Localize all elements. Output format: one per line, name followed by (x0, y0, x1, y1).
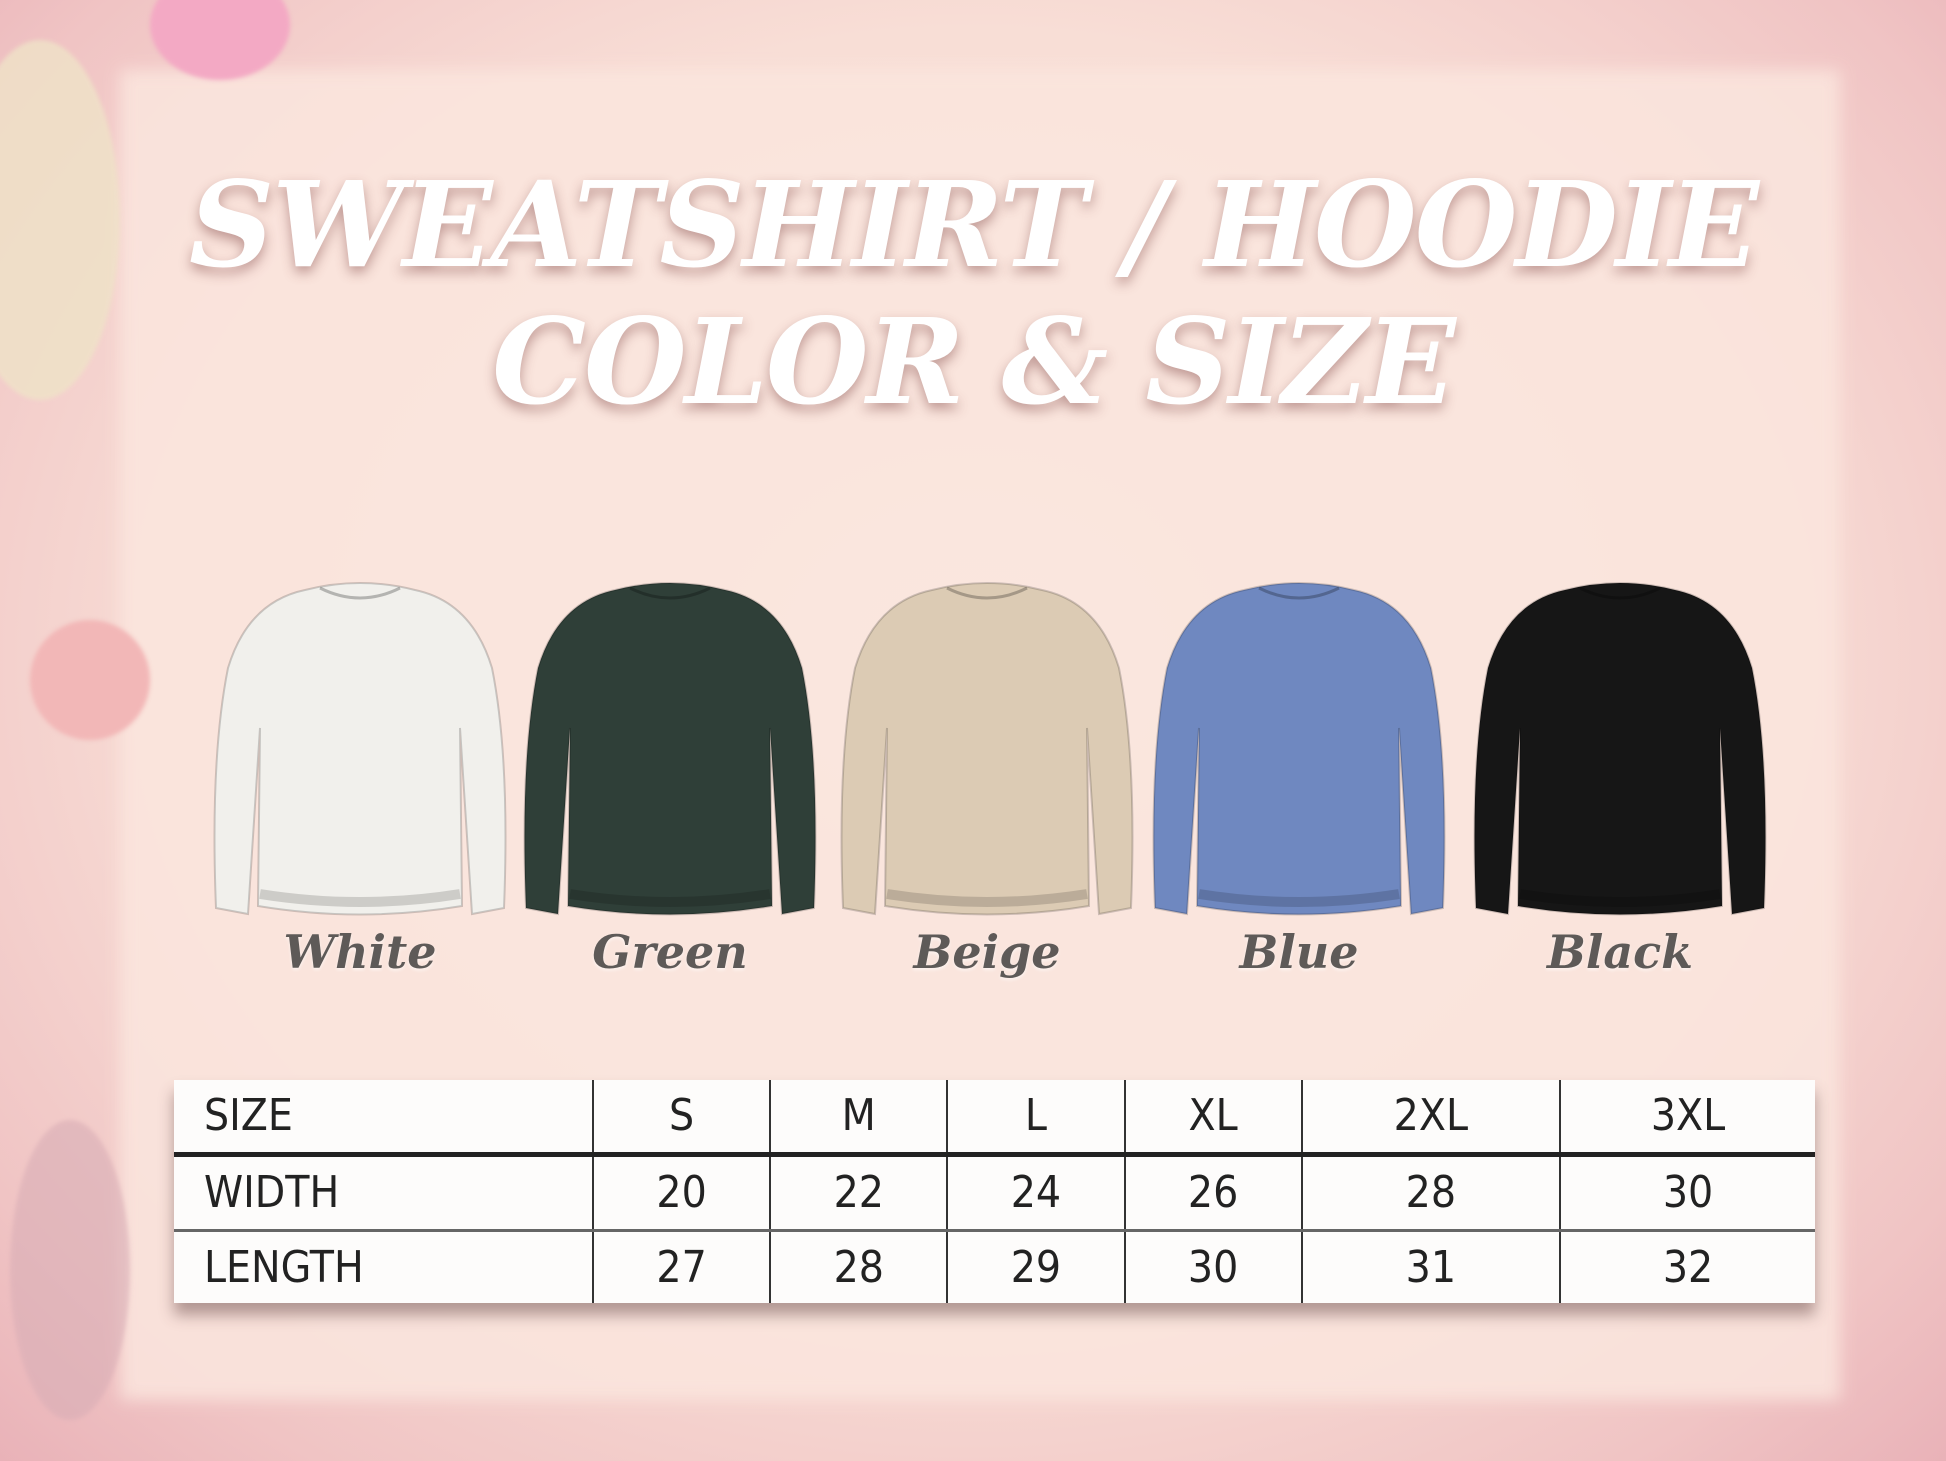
header-cell: S (591, 1080, 771, 1157)
color-label: Green (592, 925, 748, 979)
row-label: LENGTH (204, 1241, 364, 1293)
row-label: WIDTH (174, 1154, 593, 1232)
table-cell: 26 (1123, 1154, 1302, 1232)
sweatshirt-blue (1149, 578, 1449, 930)
table-cell: 31 (1300, 1230, 1561, 1303)
table-cell: 24 (946, 1154, 1125, 1232)
sweatshirt-green (520, 578, 820, 930)
sweatshirt-beige (837, 578, 1137, 930)
header-cell: L (946, 1080, 1125, 1157)
title-line-2: COLOR & SIZE (492, 292, 1456, 431)
table-cell: 20 (591, 1154, 771, 1232)
sweatshirt-black (1470, 578, 1770, 930)
color-label: White (283, 925, 437, 979)
table-cell: 30 (1559, 1154, 1815, 1232)
color-label: Black (1546, 925, 1694, 979)
table-cell: 32 (1559, 1230, 1815, 1303)
table-cell: 27 (591, 1230, 771, 1303)
header-cell: 2XL (1300, 1080, 1561, 1157)
flower-decoration (150, 0, 290, 80)
table-cell: 28 (1300, 1154, 1561, 1232)
table-row-width: WIDTH 20 22 24 26 28 30 (174, 1154, 1815, 1232)
button-decoration (30, 620, 150, 740)
color-label: Blue (1239, 925, 1359, 979)
table-cell: 28 (769, 1230, 948, 1303)
header-cell: 3XL (1559, 1080, 1815, 1157)
table-cell: 29 (946, 1230, 1125, 1303)
sweatshirt-white (210, 578, 510, 930)
header-cell: XL (1123, 1080, 1302, 1157)
color-label: Beige (913, 925, 1061, 979)
header-cell: M (769, 1080, 948, 1157)
table-cell: 22 (769, 1154, 948, 1232)
leaf-decoration (10, 1120, 130, 1420)
table-header-row: SIZE S M L XL 2XL 3XL (174, 1080, 1815, 1157)
size-chart: SIZE S M L XL 2XL 3XL WIDTH 20 22 24 26 … (174, 1080, 1815, 1303)
table-row-length: LENGTH 27 28 29 30 31 32 (174, 1230, 1815, 1303)
table-cell: 30 (1123, 1230, 1302, 1303)
title-line-1: SWEATSHIRT / HOODIE (188, 155, 1759, 294)
header-cell: SIZE (174, 1080, 593, 1157)
